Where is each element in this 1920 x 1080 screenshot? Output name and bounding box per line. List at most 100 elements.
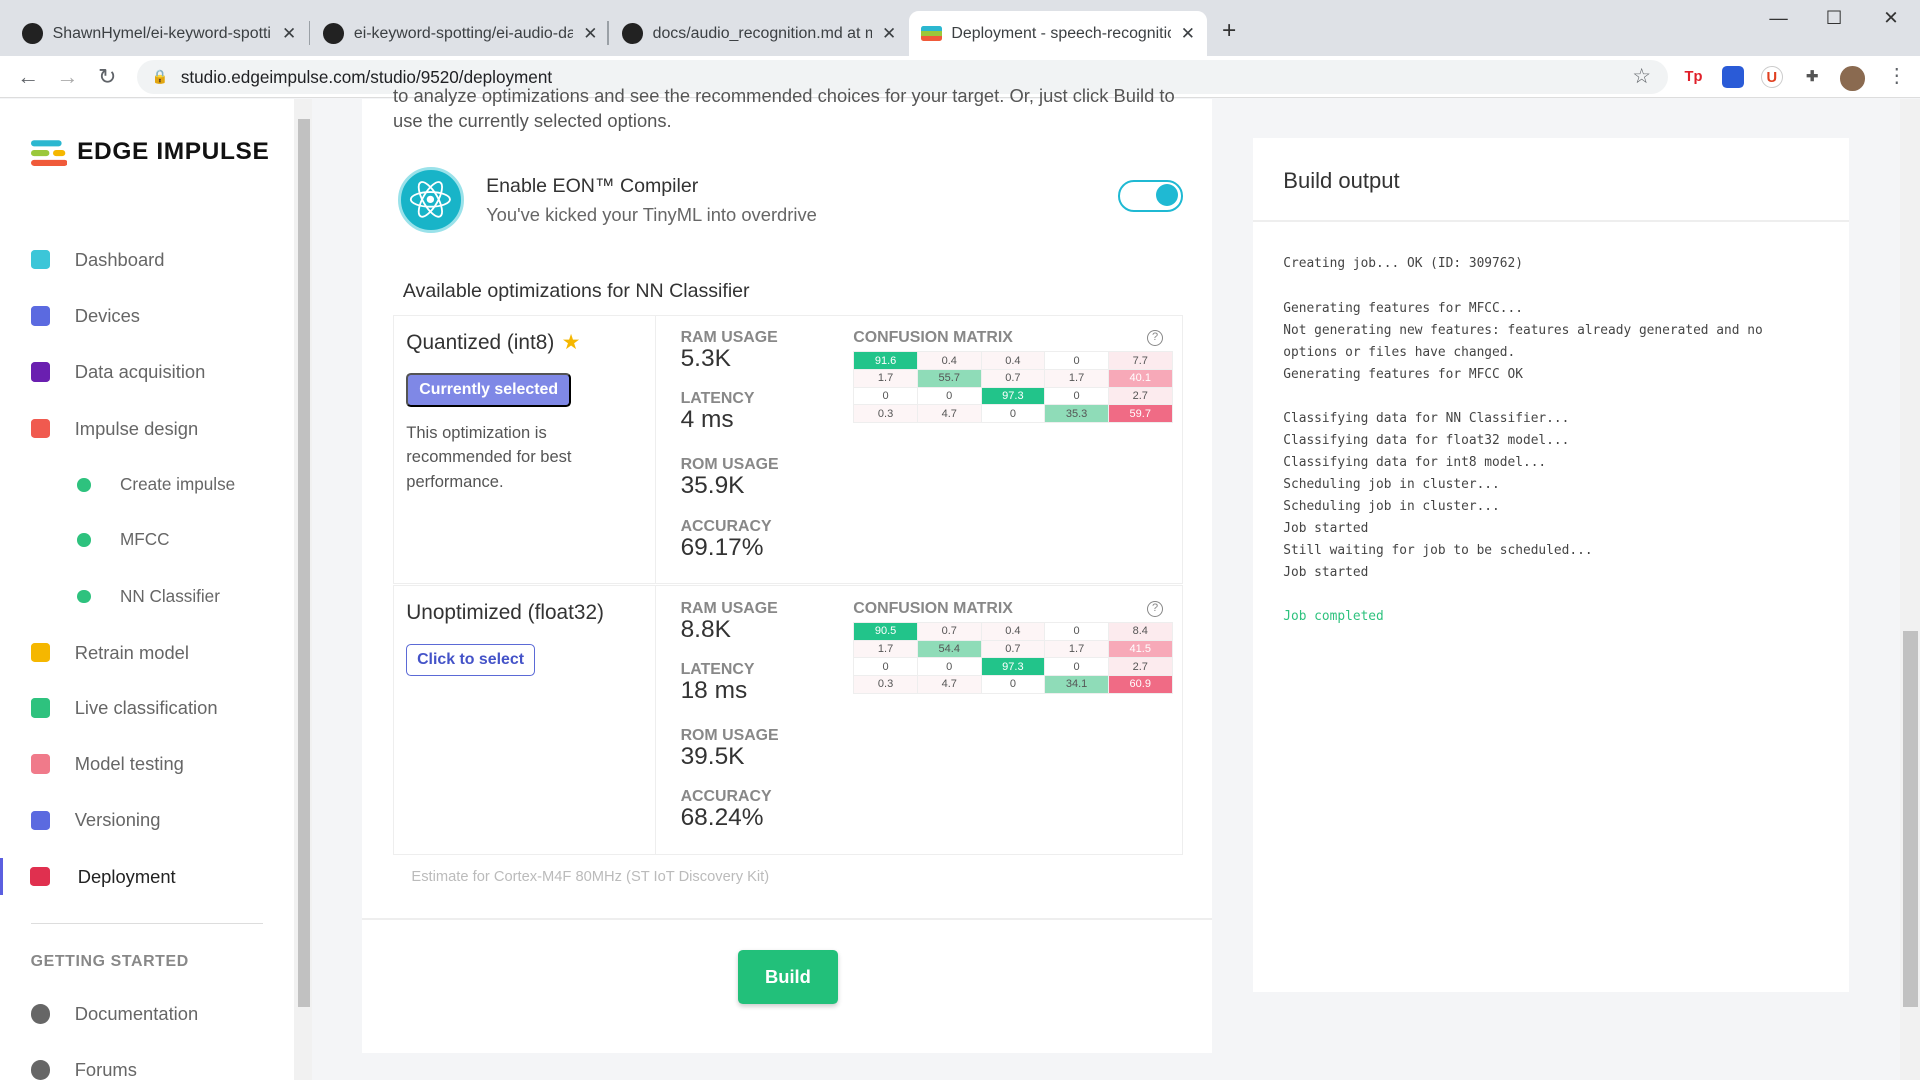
eon-toggle[interactable] [1117, 179, 1183, 212]
matrix-row: 0.3 4.7 0 34.1 60.9 [853, 675, 1173, 694]
extension-ublock-icon[interactable]: U [1760, 66, 1783, 89]
accuracy-value: 69.17% [680, 533, 764, 561]
sidebar-item-devices[interactable]: Devices [0, 298, 294, 335]
matrix-row: 91.6 0.4 0.4 0 7.7 [853, 351, 1173, 370]
bookmark-star-icon[interactable]: ☆ [1632, 64, 1651, 88]
sidebar-item-documentation[interactable]: Documentation [0, 995, 294, 1032]
github-icon [323, 23, 345, 45]
pulse-icon [30, 418, 51, 439]
extensions-puzzle-icon[interactable]: ✚ [1806, 69, 1819, 86]
close-tab-icon[interactable]: ✕ [583, 23, 598, 44]
sidebar: EDGE IMPULSE Dashboard Devices Data acquis… [0, 99, 294, 1080]
log-line: Not generating new features: features al… [1283, 322, 1763, 338]
browser-tab[interactable]: ei-keyword-spotting/ei-audio-da ✕ [311, 11, 610, 56]
extension-blue-icon[interactable] [1721, 66, 1744, 89]
getting-started-heading: GETTING STARTED [30, 952, 189, 970]
build-output-panel: Build output Creating job... OK (ID: 309… [1252, 138, 1849, 992]
eon-atom-icon [397, 166, 465, 233]
build-button[interactable]: Build [738, 950, 838, 1005]
log-line: Job started [1283, 565, 1369, 581]
sidebar-item-label: Versioning [74, 809, 161, 831]
logo[interactable]: EDGE IMPULSE [30, 138, 270, 166]
sidebar-item-create-impulse[interactable]: Create impulse [0, 467, 294, 504]
forward-icon[interactable]: → [56, 63, 79, 89]
sidebar-item-nn-classifier[interactable]: NN Classifier [0, 578, 294, 615]
latency-value: 18 ms [680, 676, 748, 704]
matrix-cell: 0.7 [980, 368, 1046, 388]
log-line: Scheduling job in cluster... [1283, 476, 1500, 492]
sidebar-item-label: Forums [74, 1059, 137, 1080]
chat-icon [30, 1060, 51, 1080]
matrix-cell: 0.3 [853, 404, 918, 424]
browser-tab[interactable]: Deployment - speech-recognitio ✕ [908, 11, 1208, 57]
chip-icon [30, 306, 51, 326]
sidebar-item-live-classification[interactable]: Live classification [0, 689, 294, 726]
shuffle-icon [30, 642, 51, 663]
matrix-cell: 0 [1044, 351, 1109, 370]
log-line: Classifying data for float32 model... [1283, 432, 1570, 448]
new-tab-button[interactable]: + [1222, 17, 1237, 45]
browser-tab[interactable]: ShawnHymel/ei-keyword-spottin ✕ [10, 11, 309, 56]
matrix-cell: 60.9 [1107, 675, 1173, 694]
build-log: Creating job... OK (ID: 309762) Generati… [1283, 253, 1762, 628]
matrix-cell: 0.4 [980, 351, 1046, 370]
menu-kebab-icon[interactable]: ⋮ [1886, 64, 1907, 87]
matrix-cell: 40.1 [1107, 368, 1173, 388]
matrix-cell: 0.4 [916, 351, 982, 370]
edge-impulse-icon [920, 26, 942, 41]
log-line [1283, 276, 1762, 298]
profile-avatar[interactable] [1840, 66, 1865, 91]
optimization-name: Quantized (int8) ★ [406, 330, 580, 355]
matrix-row: 0 0 97.3 0 2.7 [853, 386, 1173, 406]
tab-title: Deployment - speech-recognitio [951, 24, 1171, 42]
matrix-cell: 0 [980, 675, 1046, 694]
matrix-cell: 4.7 [916, 404, 982, 424]
url-input[interactable]: 🔒 studio.edgeimpulse.com/studio/9520/depl… [137, 59, 1668, 95]
optimization-summary: Quantized (int8) ★ Currently selected This … [394, 315, 657, 584]
close-tab-icon[interactable]: ✕ [1180, 23, 1196, 44]
minimize-button[interactable]: — [1769, 7, 1788, 29]
sidebar-item-forums[interactable]: Forums [0, 1052, 294, 1080]
accuracy-label: ACCURACY [680, 517, 772, 535]
sidebar-scrollbar-thumb[interactable] [297, 118, 310, 1007]
matrix-cell: 0 [1044, 386, 1109, 406]
rocket-icon [30, 1004, 51, 1024]
sidebar-item-retrain-model[interactable]: Retrain model [0, 634, 294, 671]
sidebar-item-label: NN Classifier [120, 585, 220, 606]
edge-impulse-logo-icon [30, 140, 68, 166]
latency-label: LATENCY [680, 390, 755, 408]
matrix-cell: 97.3 [980, 386, 1046, 406]
sidebar-item-versioning[interactable]: Versioning [0, 802, 294, 839]
help-icon[interactable]: ? [1147, 600, 1163, 617]
currently-selected-button[interactable]: Currently selected [406, 373, 572, 408]
back-icon[interactable]: ← [17, 63, 40, 89]
sidebar-item-deployment[interactable]: Deployment [0, 858, 294, 896]
reload-icon[interactable]: ↻ [97, 63, 117, 89]
latency-value: 4 ms [680, 406, 734, 434]
close-tab-icon[interactable]: ✕ [881, 23, 897, 44]
sidebar-item-data-acquisition[interactable]: Data acquisition [0, 354, 294, 391]
job-completed-line: Job completed [1283, 609, 1384, 625]
matrix-cell: 2.7 [1107, 386, 1173, 406]
extension-tp-icon[interactable]: Tp [1684, 69, 1703, 86]
sidebar-item-dashboard[interactable]: Dashboard [0, 241, 294, 278]
close-window-button[interactable]: ✕ [1883, 7, 1899, 29]
sidebar-item-impulse-design[interactable]: Impulse design [0, 410, 294, 447]
optimization-title: Unoptimized (float32) [406, 600, 604, 624]
confusion-matrix: 90.5 0.7 0.4 0 8.4 1.7 54.4 0.7 1.7 41.5 0 0 97.3 0 2.… [853, 621, 1173, 694]
browser-tab[interactable]: docs/audio_recognition.md at m ✕ [610, 11, 909, 56]
sidebar-item-model-testing[interactable]: Model testing [0, 746, 294, 783]
matrix-cell: 0.4 [980, 621, 1046, 641]
help-icon[interactable]: ? [1147, 330, 1163, 347]
confusion-matrix: 91.6 0.4 0.4 0 7.7 1.7 55.7 0.7 1.7 40.1 0 0 97.3 0 2.… [853, 351, 1173, 424]
tab-separator [607, 20, 609, 46]
maximize-button[interactable]: ☐ [1825, 7, 1843, 29]
click-to-select-button[interactable]: Click to select [406, 643, 535, 677]
database-icon [30, 362, 51, 382]
sidebar-item-mfcc[interactable]: MFCC [0, 522, 294, 559]
optimization-option: Unoptimized (float32) Click to select RAM … [393, 585, 1183, 855]
matrix-cell: 97.3 [980, 657, 1046, 677]
page-scrollbar-thumb[interactable] [1902, 630, 1918, 1007]
close-tab-icon[interactable]: ✕ [281, 23, 297, 44]
